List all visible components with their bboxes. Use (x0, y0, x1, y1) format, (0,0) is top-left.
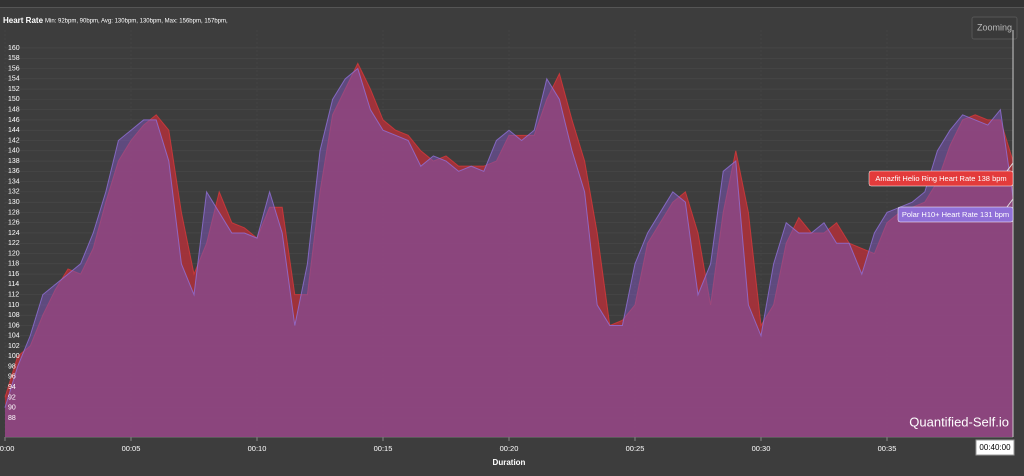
y-tick-label: 128 (8, 209, 20, 216)
y-tick-label: 100 (8, 353, 20, 360)
y-tick-label: 116 (8, 271, 19, 278)
y-tick-label: 154 (8, 76, 20, 83)
tooltip-connector (1006, 198, 1014, 208)
y-tick-label: 92 (8, 394, 16, 401)
chart-title: Heart Rate (3, 16, 44, 25)
y-tick-label: 108 (8, 312, 20, 319)
y-tick-label: 88 (8, 415, 16, 422)
y-tick-label: 122 (8, 240, 20, 247)
y-tick-label: 126 (8, 220, 20, 227)
y-tick-label: 118 (8, 261, 19, 268)
y-tick-label: 144 (8, 127, 20, 134)
x-tick-label: 00:00 (0, 444, 14, 453)
areas (4, 62, 1014, 438)
y-tick-label: 138 (8, 158, 20, 165)
x-tick-label: 00:10 (248, 444, 267, 453)
tooltip-connector (1006, 162, 1014, 172)
x-tick-label: 00:05 (122, 444, 141, 453)
y-tick-label: 152 (8, 86, 20, 93)
y-tick-label: 142 (8, 137, 20, 144)
y-tick-label: 156 (8, 65, 20, 72)
x-tick-label: 00:30 (752, 444, 771, 453)
zoom-button-box[interactable] (971, 16, 1018, 40)
y-tick-label: 140 (8, 148, 20, 155)
x-tick-label: 00:35 (878, 444, 897, 453)
y-tick-label: 102 (8, 343, 20, 350)
y-tick-label: 112 (8, 291, 19, 298)
tooltip-label: Polar H10+ Heart Rate 131 bpm (902, 210, 1009, 219)
y-tick-label: 160 (8, 45, 20, 52)
top-strip (0, 0, 1024, 7)
y-tick-label: 96 (8, 374, 16, 381)
zoom-button-label[interactable]: Zooming (977, 22, 1012, 32)
y-tick-label: 134 (8, 178, 20, 185)
tooltip-box (868, 170, 1014, 187)
y-tick-label: 104 (8, 333, 20, 340)
tooltip-box (897, 206, 1014, 223)
y-tick-label: 132 (8, 189, 20, 196)
x-tick-label: 00:20 (500, 444, 519, 453)
y-tick-label: 106 (8, 322, 20, 329)
y-tick-label: 136 (8, 168, 20, 175)
series-line (4, 67, 1014, 408)
y-tick-label: 146 (8, 117, 20, 124)
x-tick-label: 00:15 (374, 444, 393, 453)
series-area (5, 68, 1013, 438)
crosshair-label: 00:40:00 (979, 443, 1011, 452)
y-tick-label: 158 (8, 55, 20, 62)
y-tick-label: 150 (8, 96, 20, 103)
y-tick-label: 94 (8, 384, 16, 391)
tooltip-label: Amazfit Helio Ring Heart Rate 138 bpm (875, 174, 1006, 183)
y-tick-label: 130 (8, 199, 20, 206)
y-tick-label: 110 (8, 302, 19, 309)
crosshair-box (975, 439, 1015, 456)
labels: 88 90 92 94 96 98 100 102 104 106 108 110 112 114 116 1… (0, 45, 896, 453)
y-tick-label: 114 (8, 281, 19, 288)
y-tick-label: 120 (8, 250, 20, 257)
chart-subtitle: Min: 92bpm, 90bpm, Avg: 130bpm, 130bpm, … (45, 19, 228, 25)
y-tick-label: 90 (8, 405, 16, 412)
y-tick-label: 124 (8, 230, 20, 237)
zoom-button[interactable]: Zooming (971, 16, 1018, 40)
y-tick-label: 148 (8, 106, 20, 113)
x-tick-label: 00:25 (626, 444, 645, 453)
y-tick-label: 98 (8, 363, 16, 370)
watermark: Quantified-Self.io (909, 414, 1009, 429)
x-axis-label: Duration (493, 458, 526, 467)
